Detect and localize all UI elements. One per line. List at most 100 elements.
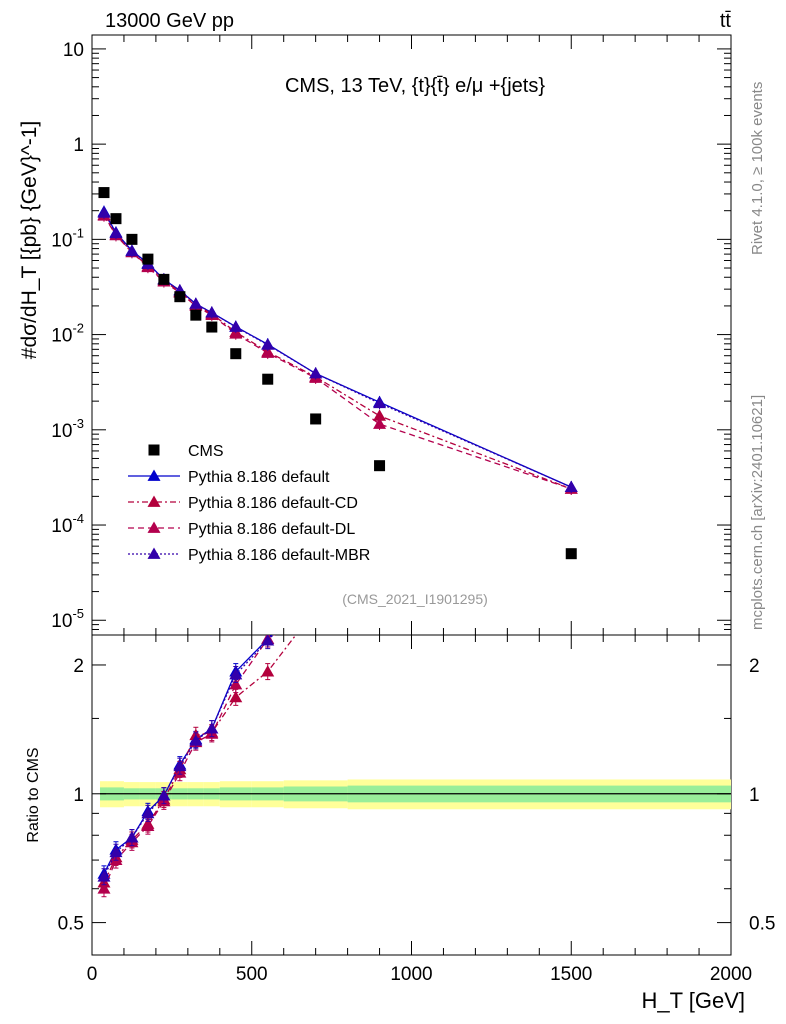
ratio-marker bbox=[97, 882, 111, 894]
x-tick-label: 500 bbox=[236, 964, 268, 985]
ratio-y-tick-label: 0.5 bbox=[58, 914, 84, 935]
ratio-y-tick-label-right: 0.5 bbox=[749, 914, 775, 935]
main-marker bbox=[229, 320, 243, 332]
cms-data-point bbox=[374, 460, 386, 472]
cms-data-point bbox=[565, 548, 577, 560]
main-series-line bbox=[103, 212, 572, 488]
main-marker bbox=[373, 417, 387, 429]
legend-label: Pythia 8.186 default-CD bbox=[188, 495, 358, 512]
legend-marker bbox=[147, 469, 161, 481]
main-series-line bbox=[103, 211, 572, 488]
main-series-line bbox=[103, 214, 572, 490]
main-y-tick-label: 10-3 bbox=[51, 416, 84, 442]
main-marker bbox=[309, 367, 323, 379]
side-label-bottom: mcplots.cern.ch [arXiv:2401.10621] bbox=[749, 395, 766, 630]
legend-marker bbox=[148, 444, 160, 456]
main-y-tick-label: 10 bbox=[63, 40, 84, 61]
axes: 10 1 10-1 10-2 10-3 10-4 10-5 0 500 1000 1500 2000 0… bbox=[51, 35, 775, 985]
x-tick-label: 0 bbox=[87, 964, 98, 985]
ratio-y-tick-label: 2 bbox=[73, 656, 84, 677]
legend-label: CMS bbox=[188, 443, 224, 460]
main-series-line bbox=[103, 215, 572, 490]
header-left: 13000 GeV pp bbox=[105, 10, 234, 32]
ratio-y-tick-label-right: 2 bbox=[749, 656, 760, 677]
ratio-y-tick-label: 1 bbox=[73, 785, 84, 806]
legend-marker bbox=[147, 547, 161, 559]
main-y-tick-label: 10-2 bbox=[51, 321, 84, 347]
ratio-marker bbox=[373, 565, 386, 576]
x-tick-label: 1500 bbox=[550, 964, 592, 985]
cms-data-point bbox=[126, 233, 138, 245]
cms-data-point bbox=[206, 321, 218, 333]
cms-data-point bbox=[110, 213, 122, 225]
legend-marker bbox=[147, 495, 161, 507]
main-marker bbox=[189, 297, 203, 309]
main-title: CMS, 13 TeV, {t}{t̄} e/μ +{jets} bbox=[285, 75, 545, 97]
ratio-marker bbox=[309, 583, 322, 594]
ratio-marker bbox=[229, 690, 243, 703]
ratio-marker bbox=[109, 845, 123, 858]
side-label-top-text: Rivet 4.1.0, ≥ 100k events bbox=[749, 82, 766, 255]
main-y-label-text: #dσ/dH_T [{pb} {GeV}^-1] bbox=[18, 121, 41, 359]
ratio-y-tick-label-right: 1 bbox=[749, 785, 760, 806]
legend: CMS Pythia 8.186 default Pythia 8.186 defa… bbox=[128, 443, 370, 564]
ratio-uncertainty-bands bbox=[99, 779, 731, 810]
main-y-tick-label: 10-4 bbox=[51, 511, 84, 537]
side-label-bottom-text: mcplots.cern.ch [arXiv:2401.10621] bbox=[749, 395, 766, 630]
ratio-marker bbox=[125, 831, 139, 843]
ratio-marker bbox=[141, 806, 155, 819]
legend-label: Pythia 8.186 default bbox=[188, 469, 330, 486]
cms-data-point bbox=[190, 309, 202, 321]
main-plot-frame bbox=[91, 34, 732, 636]
main-marker bbox=[261, 338, 275, 350]
x-axis-label: H_T [GeV] bbox=[641, 988, 745, 1013]
legend-entry: Pythia 8.186 default-MBR bbox=[128, 547, 370, 564]
legend-entry: Pythia 8.186 default-CD bbox=[128, 495, 358, 512]
ratio-marker bbox=[229, 668, 243, 680]
ratio-marker bbox=[189, 734, 203, 746]
main-y-tick-label: 10-1 bbox=[51, 225, 84, 251]
main-marker bbox=[97, 206, 111, 218]
legend-entry: Pythia 8.186 default-DL bbox=[128, 521, 355, 538]
ratio-marker bbox=[141, 819, 155, 832]
x-tick-label: 1000 bbox=[390, 964, 432, 985]
cms-data-point bbox=[98, 187, 110, 199]
analysis-id: (CMS_2021_I1901295) bbox=[342, 591, 488, 607]
ratio-marker bbox=[373, 504, 386, 515]
main-marker bbox=[125, 244, 139, 257]
cms-data-point bbox=[262, 373, 274, 385]
main-marker bbox=[205, 306, 219, 318]
main-marker bbox=[373, 396, 387, 409]
main-y-tick-label: 1 bbox=[73, 135, 84, 156]
ratio-marker bbox=[229, 678, 243, 690]
ratio-marker bbox=[205, 722, 219, 734]
ratio-marker bbox=[97, 870, 111, 882]
ratio-marker bbox=[309, 603, 322, 614]
main-marker bbox=[261, 346, 275, 358]
cms-data-point bbox=[230, 348, 242, 360]
main-marker bbox=[109, 226, 123, 239]
legend-entry: CMS bbox=[148, 443, 224, 460]
legend-label: Pythia 8.186 default-DL bbox=[188, 521, 355, 538]
ratio-marker bbox=[309, 583, 322, 594]
header-right: tt̄ bbox=[720, 10, 732, 32]
ratio-marker bbox=[373, 508, 386, 519]
legend-label: Pythia 8.186 default-MBR bbox=[188, 547, 370, 564]
legend-marker bbox=[147, 521, 161, 533]
cms-data-point bbox=[174, 291, 186, 303]
ratio-y-axis-label: Ratio to CMS bbox=[25, 747, 42, 842]
main-marker bbox=[564, 480, 578, 493]
ratio-marker bbox=[261, 665, 275, 677]
ratio-marker bbox=[173, 759, 187, 772]
main-y-tick-label: 10-5 bbox=[51, 606, 84, 632]
main-y-axis-label: #dσ/dH_T [{pb} {GeV}^-1] bbox=[18, 121, 41, 359]
legend-entry: Pythia 8.186 default bbox=[128, 469, 330, 486]
main-series bbox=[97, 187, 578, 560]
ratio-marker bbox=[261, 635, 275, 646]
ratio-y-label-text: Ratio to CMS bbox=[25, 747, 42, 842]
ratio-marker bbox=[309, 603, 322, 614]
cms-data-point bbox=[310, 413, 322, 425]
ratio-marker bbox=[157, 789, 171, 801]
side-label-top: Rivet 4.1.0, ≥ 100k events bbox=[749, 82, 766, 255]
